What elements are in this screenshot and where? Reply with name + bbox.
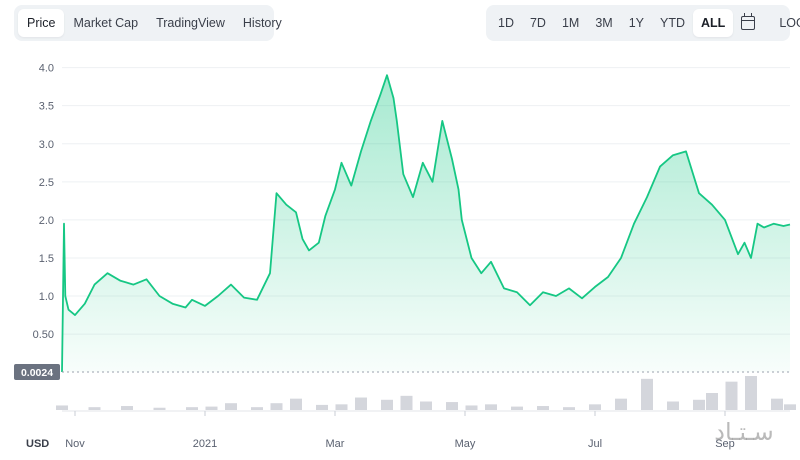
volume-bar [88,407,101,410]
y-tick-label: 3.0 [39,139,54,151]
volume-bar [270,403,283,410]
calendar-icon [741,13,756,30]
range-all[interactable]: ALL [693,9,734,37]
volume-bar [316,404,328,410]
x-tick-label: May [455,438,476,450]
volume-bar [771,398,783,410]
volume-bar [355,397,367,410]
volume-bar [381,399,393,410]
price-line [61,74,791,373]
x-tick-label: Nov [65,438,85,450]
tab-tradingview[interactable]: TradingView [156,16,225,30]
base-price-badge [14,364,60,380]
volume-bar [335,404,348,410]
volume-bar [615,398,627,410]
range-3m[interactable]: 3M [595,16,613,30]
y-tick-label: 2.0 [39,215,54,227]
volume-bar [511,406,523,410]
volume-bar [725,381,738,410]
range-1m[interactable]: 1M [561,16,580,30]
tab-history[interactable]: History [242,16,282,30]
volume-bar [485,404,497,410]
range-1y[interactable]: 1Y [628,16,645,30]
volume-bar [589,404,601,410]
volume-bar [706,393,718,410]
x-tick-label: Mar [326,438,345,450]
volume-bar [465,405,478,410]
volume-bar [641,378,653,410]
currency-label: USD [26,438,49,450]
tab-market-cap[interactable]: Market Cap [73,16,139,30]
x-tick-label: Jul [588,438,602,450]
volume-bar [667,401,679,410]
y-tick-label: 2.5 [39,177,54,189]
range-1d[interactable]: 1D [498,16,514,30]
log-toggle[interactable]: LOG [779,16,800,30]
view-tabs: Price Market Cap TradingView History [14,5,282,41]
range-tabs: 1D 7D 1M 3M 1Y YTD ALL LOG [486,5,800,41]
volume-bar [186,407,198,410]
volume-bar [153,407,166,410]
volume-bar [56,405,68,410]
y-tick-label: 0.50 [33,329,54,341]
calendar-button[interactable] [733,9,763,37]
volume-bar [121,406,133,410]
volume-bar [225,403,237,410]
volume-bar [400,395,413,410]
volume-bar [446,402,458,410]
volume-bar [745,376,757,410]
y-tick-label: 1.5 [39,253,54,265]
volume-bar [420,401,432,410]
base-price-label: 0.0024 [21,367,53,379]
y-tick-label: 3.5 [39,101,54,113]
range-ytd[interactable]: YTD [660,16,686,30]
volume-bar [537,406,549,410]
price-area [62,75,790,372]
x-tick-label: 2021 [193,438,217,450]
volume-bar [784,404,796,410]
x-tick-label: Sep [715,438,735,450]
volume-bar [290,398,302,410]
volume-bar [205,406,218,410]
volume-bar [563,407,575,410]
range-7d[interactable]: 7D [529,16,546,30]
volume-bar [251,407,263,410]
y-tick-label: 1.0 [39,291,54,303]
y-tick-label: 4.0 [39,63,54,75]
tab-price[interactable]: Price [18,9,65,37]
volume-bar [693,399,705,410]
